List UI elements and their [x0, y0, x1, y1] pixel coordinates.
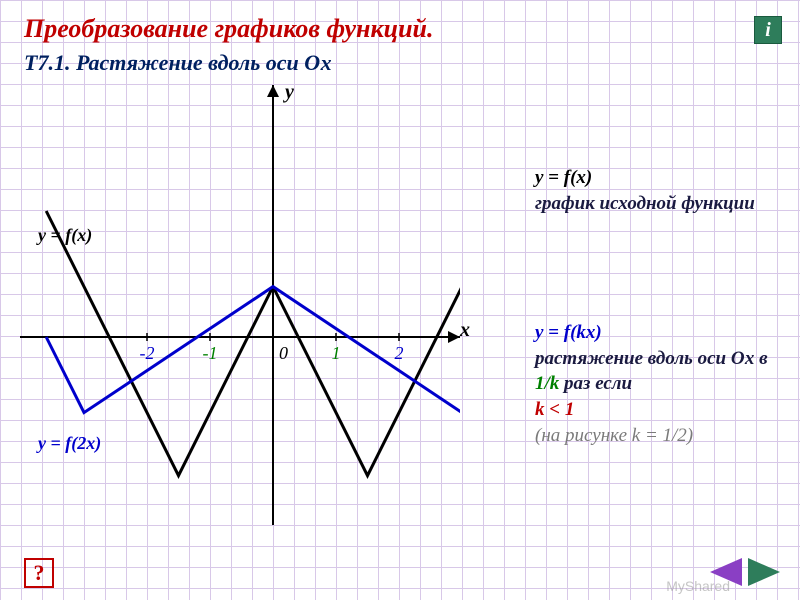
x-axis-label: x — [460, 319, 470, 342]
page-subtitle: Т7.1. Растяжение вдоль оси Ох — [24, 50, 332, 76]
chart-area: -2-1012 y x y = f(x) y = f(2x) — [20, 85, 460, 525]
chart-svg: -2 -1 0 1 2 — [20, 85, 460, 525]
rhs-block-2: y = f(kx) растяжение вдоль оси Ох в 1/k … — [535, 320, 795, 448]
rhs1-text: график исходной функции — [535, 193, 755, 214]
svg-text:0: 0 — [279, 343, 288, 363]
watermark: MyShared — [666, 578, 730, 594]
rhs-block-1: y = f(x) график исходной функции — [535, 165, 785, 216]
info-icon[interactable]: i — [754, 16, 782, 44]
help-icon[interactable]: ? — [24, 558, 54, 588]
rhs1-eq: y = f(x) — [535, 167, 592, 188]
rhs2-l1b: 1/k — [535, 373, 559, 394]
curve-label-f2x: y = f(2x) — [38, 433, 101, 454]
y-axis-label: y — [285, 81, 294, 104]
rhs2-l2: k < 1 — [535, 399, 574, 420]
rhs2-l1a: растяжение вдоль оси Ох в — [535, 348, 768, 369]
rhs2-eq: y = f(kx) — [535, 322, 602, 343]
page-title: Преобразование графиков функций. — [24, 14, 434, 44]
next-button[interactable] — [748, 556, 786, 588]
svg-text:1: 1 — [332, 343, 341, 363]
curve-label-fx: y = f(x) — [38, 225, 92, 246]
rhs2-l3: (на рисунке k = 1/2) — [535, 425, 693, 446]
svg-text:-2: -2 — [140, 343, 155, 363]
svg-text:2: 2 — [395, 343, 404, 363]
rhs2-l1c: раз если — [559, 373, 632, 394]
svg-text:-1: -1 — [203, 343, 218, 363]
